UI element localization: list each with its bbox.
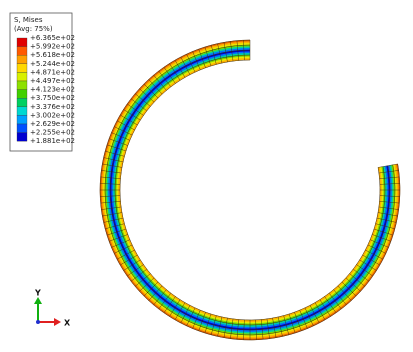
legend: +6.365e+02+5.992e+02+5.618e+02+5.244e+02…: [17, 34, 75, 145]
legend-label: +4.123e+02: [30, 86, 75, 94]
legend-swatch: [17, 124, 27, 133]
legend-label: +5.618e+02: [30, 51, 75, 59]
legend-swatch: [17, 115, 27, 124]
legend-label: +4.497e+02: [30, 77, 75, 85]
legend-swatch: [17, 38, 27, 47]
legend-subtitle: (Avg: 75%): [14, 25, 53, 33]
x-label: X: [64, 319, 71, 328]
z-axis: [36, 320, 40, 324]
y-label: Y: [34, 289, 41, 298]
legend-label: +5.992e+02: [30, 43, 75, 51]
legend-swatch: [17, 72, 27, 81]
viewport: S, Mises (Avg: 75%) +6.365e+02+5.992e+02…: [0, 0, 413, 352]
legend-label: +6.365e+02: [30, 34, 75, 42]
legend-label: +1.881e+02: [30, 137, 75, 145]
legend-swatch: [17, 98, 27, 107]
legend-title: S, Mises: [14, 16, 43, 24]
legend-swatch: [17, 90, 27, 99]
legend-swatch: [17, 47, 27, 56]
legend-label: +3.750e+02: [30, 94, 75, 102]
legend-label: +5.244e+02: [30, 60, 75, 68]
legend-label: +3.376e+02: [30, 103, 75, 111]
legend-label: +3.002e+02: [30, 111, 75, 119]
legend-label: +4.871e+02: [30, 68, 75, 76]
legend-swatch: [17, 107, 27, 116]
legend-swatch: [17, 133, 27, 142]
legend-label: +2.255e+02: [30, 129, 75, 137]
legend-label: +2.629e+02: [30, 120, 75, 128]
legend-swatch: [17, 55, 27, 64]
legend-swatch: [17, 64, 27, 73]
legend-swatch: [17, 81, 27, 90]
